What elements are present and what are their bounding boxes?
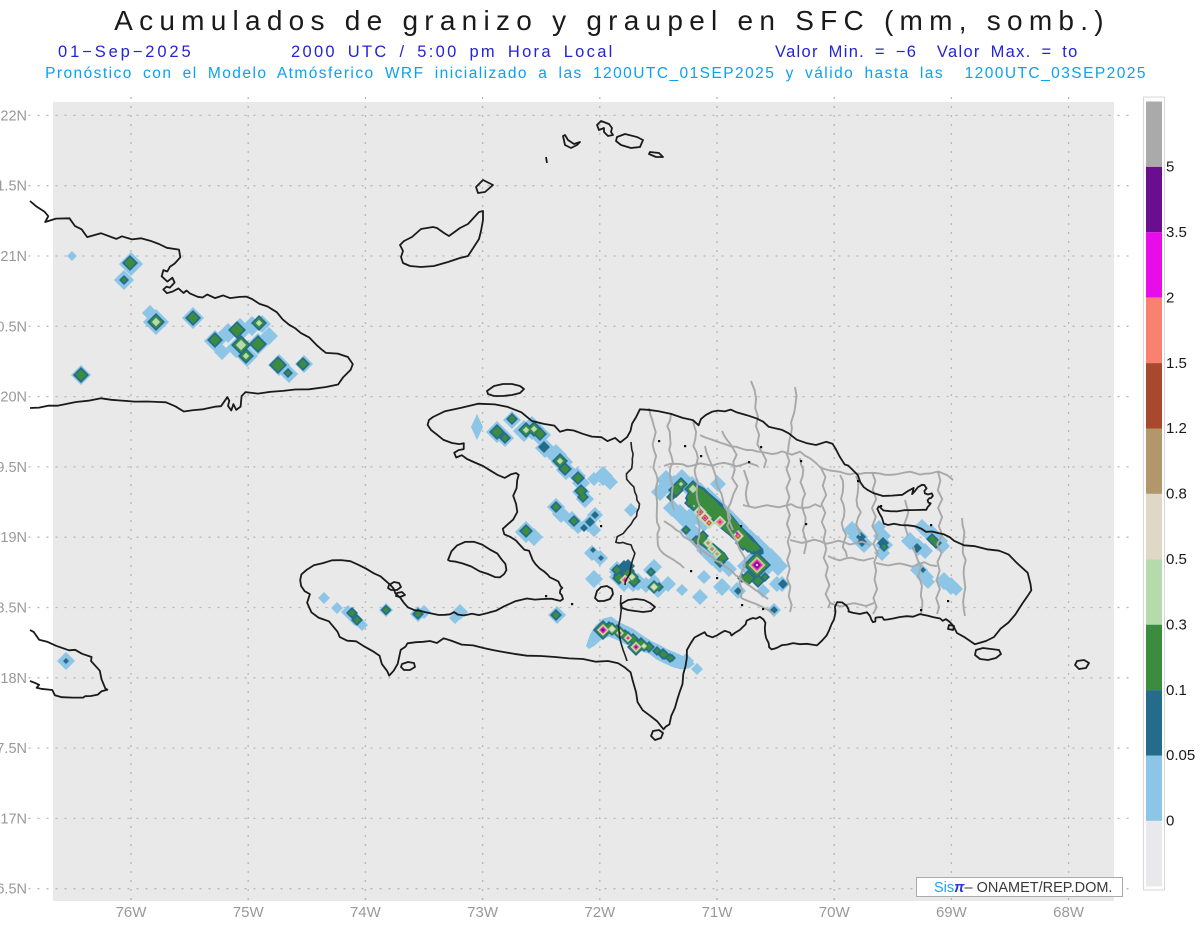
svg-text:7.5N: 7.5N	[0, 741, 27, 757]
svg-text:2: 2	[1166, 289, 1174, 306]
svg-text:0.1: 0.1	[1166, 682, 1187, 699]
svg-text:1.2: 1.2	[1166, 420, 1187, 437]
svg-text:69W: 69W	[936, 904, 968, 921]
svg-text:0: 0	[1166, 813, 1174, 830]
svg-text:73W: 73W	[467, 904, 499, 921]
svg-text:6.5N: 6.5N	[0, 882, 27, 898]
svg-text:22N: 22N	[0, 108, 27, 124]
svg-text:71W: 71W	[702, 904, 734, 921]
svg-text:74W: 74W	[350, 904, 382, 921]
svg-text:3.5: 3.5	[1166, 224, 1187, 241]
svg-text:9.5N: 9.5N	[0, 460, 27, 476]
svg-text:20N: 20N	[0, 390, 27, 406]
svg-text:0.05: 0.05	[1166, 747, 1195, 764]
svg-text:76W: 76W	[116, 904, 148, 921]
svg-text:0.8: 0.8	[1166, 486, 1187, 503]
svg-text:68W: 68W	[1053, 904, 1085, 921]
svg-text:72W: 72W	[584, 904, 616, 921]
svg-text:0.3: 0.3	[1166, 616, 1187, 633]
svg-text:8.5N: 8.5N	[0, 601, 27, 617]
svg-text:Sisπ– ONAMET/REP.DOM.: Sisπ– ONAMET/REP.DOM.	[934, 880, 1112, 896]
svg-text:17N: 17N	[0, 811, 27, 827]
svg-text:1.5: 1.5	[1166, 355, 1187, 372]
svg-text:18N: 18N	[0, 671, 27, 687]
svg-text:0.5: 0.5	[1166, 551, 1187, 568]
svg-text:19N: 19N	[0, 530, 27, 546]
svg-text:70W: 70W	[819, 904, 851, 921]
svg-text:0.5N: 0.5N	[0, 319, 27, 335]
svg-text:5: 5	[1166, 159, 1174, 176]
svg-text:75W: 75W	[233, 904, 265, 921]
svg-text:1.5N: 1.5N	[0, 179, 27, 195]
svg-text:21N: 21N	[0, 249, 27, 265]
